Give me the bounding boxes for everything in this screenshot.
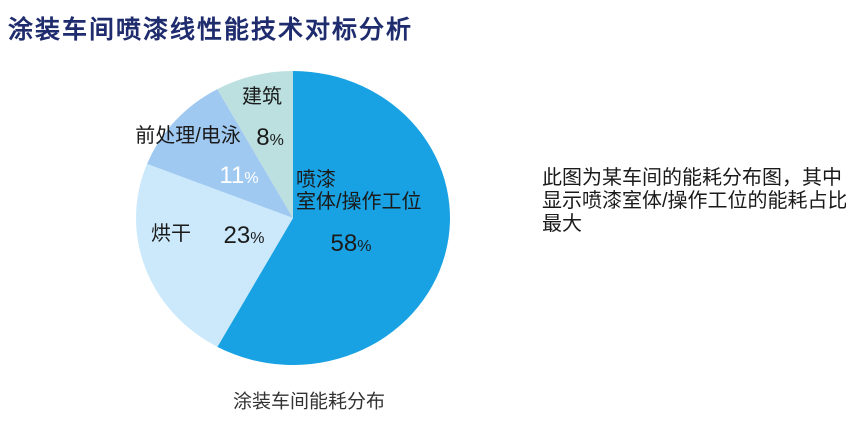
pie-slice-label-line: 喷漆 xyxy=(296,169,336,191)
annotation-line: 显示喷漆室体/操作工位的能耗占比 xyxy=(542,190,846,212)
pct-number: 23 xyxy=(223,222,251,249)
percent-sign: % xyxy=(244,170,259,187)
pie-slice-pct-drying: 23% xyxy=(224,222,265,250)
percent-sign: % xyxy=(269,132,284,149)
pie-slice-pct-spray-booth: 58% xyxy=(331,230,372,258)
pct-number: 8 xyxy=(256,124,270,151)
pct-number: 11 xyxy=(219,162,245,189)
page-title: 涂装车间喷漆线性能技术对标分析 xyxy=(8,16,414,44)
pct-number: 58 xyxy=(330,230,358,257)
annotation-text: 此图为某车间的能耗分布图，其中 显示喷漆室体/操作工位的能耗占比 最大 xyxy=(542,167,846,236)
pie-slice-pct-building: 8% xyxy=(256,124,284,152)
annotation-line: 此图为某车间的能耗分布图，其中 xyxy=(542,167,842,189)
annotation-line: 最大 xyxy=(542,213,582,235)
pie-slice-label-spray-booth: 喷漆 室体/操作工位 xyxy=(296,169,422,213)
pie-slice-drying xyxy=(136,163,293,347)
pie-slice-label-drying: 烘干 xyxy=(151,223,191,245)
pie-slice-label-line: 室体/操作工位 xyxy=(296,191,422,213)
chart-caption: 涂装车间能耗分布 xyxy=(232,391,386,413)
percent-sign: % xyxy=(357,238,372,255)
percent-sign: % xyxy=(250,230,265,247)
pie-slice-pretreatment xyxy=(147,89,293,219)
pie-slice-label-building: 建筑 xyxy=(242,86,282,108)
pie-slice-label-pretreatment: 前处理/电泳 xyxy=(135,125,241,147)
pie-slice-building xyxy=(217,71,293,218)
pie-slice-spray-booth xyxy=(217,71,450,365)
pie-slice-pct-pretreatment: 11% xyxy=(219,162,258,190)
